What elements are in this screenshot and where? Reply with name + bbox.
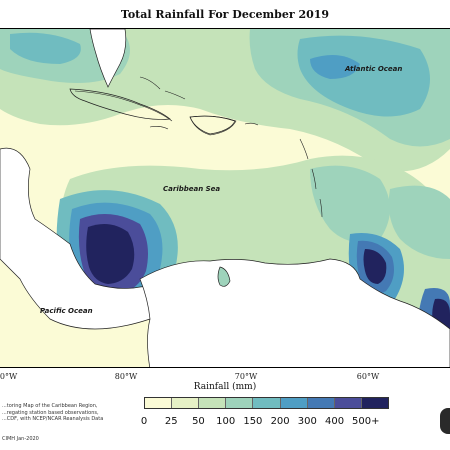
legend-tick-label: 200 — [270, 416, 290, 427]
rainfall-map: Atlantic Ocean Caribbean Sea Pacific Oce… — [0, 28, 450, 368]
legend-tick-label: 150 — [243, 416, 263, 427]
credit-text: CIMH Jan-2020 — [2, 436, 39, 442]
map-title: Total Rainfall For December 2019 — [120, 8, 330, 21]
color-legend — [144, 397, 389, 409]
longitude-label: 70°W — [234, 372, 258, 381]
longitude-label: 80°W — [114, 372, 138, 381]
legend-swatch — [172, 398, 200, 408]
legend-tick-label: 50 — [192, 416, 205, 427]
legend-tick-label: 400 — [325, 416, 345, 427]
island-outlines — [74, 76, 323, 218]
pacific-ocean-label: Pacific Ocean — [40, 307, 93, 315]
legend-tick-label: 25 — [164, 416, 178, 427]
legend-axis-label: Rainfall (mm) — [193, 382, 257, 392]
caribbean-sea-label: Caribbean Sea — [163, 185, 220, 193]
legend-tick-label: 300 — [297, 416, 317, 427]
legend-swatch — [307, 398, 335, 408]
legend-swatch — [226, 398, 254, 408]
longitude-label: 60°W — [356, 372, 380, 381]
longitude-label: 90°W — [0, 372, 18, 381]
map-description-note: ...toring Map of the Caribbean Region, .… — [2, 403, 104, 422]
legend-swatch — [334, 398, 362, 408]
legend-swatch — [253, 398, 281, 408]
legend-tick-label: 0 — [140, 416, 148, 427]
legend-swatch — [280, 398, 308, 408]
legend-tick-label: 500+ — [352, 416, 380, 427]
legend-swatch — [361, 398, 388, 408]
atlantic-ocean-label: Atlantic Ocean — [344, 65, 402, 73]
land-outlines — [0, 29, 450, 367]
logo-mark — [440, 408, 450, 434]
legend-tick-label: 100 — [216, 416, 236, 427]
legend-swatch — [145, 398, 173, 408]
legend-swatch — [199, 398, 227, 408]
